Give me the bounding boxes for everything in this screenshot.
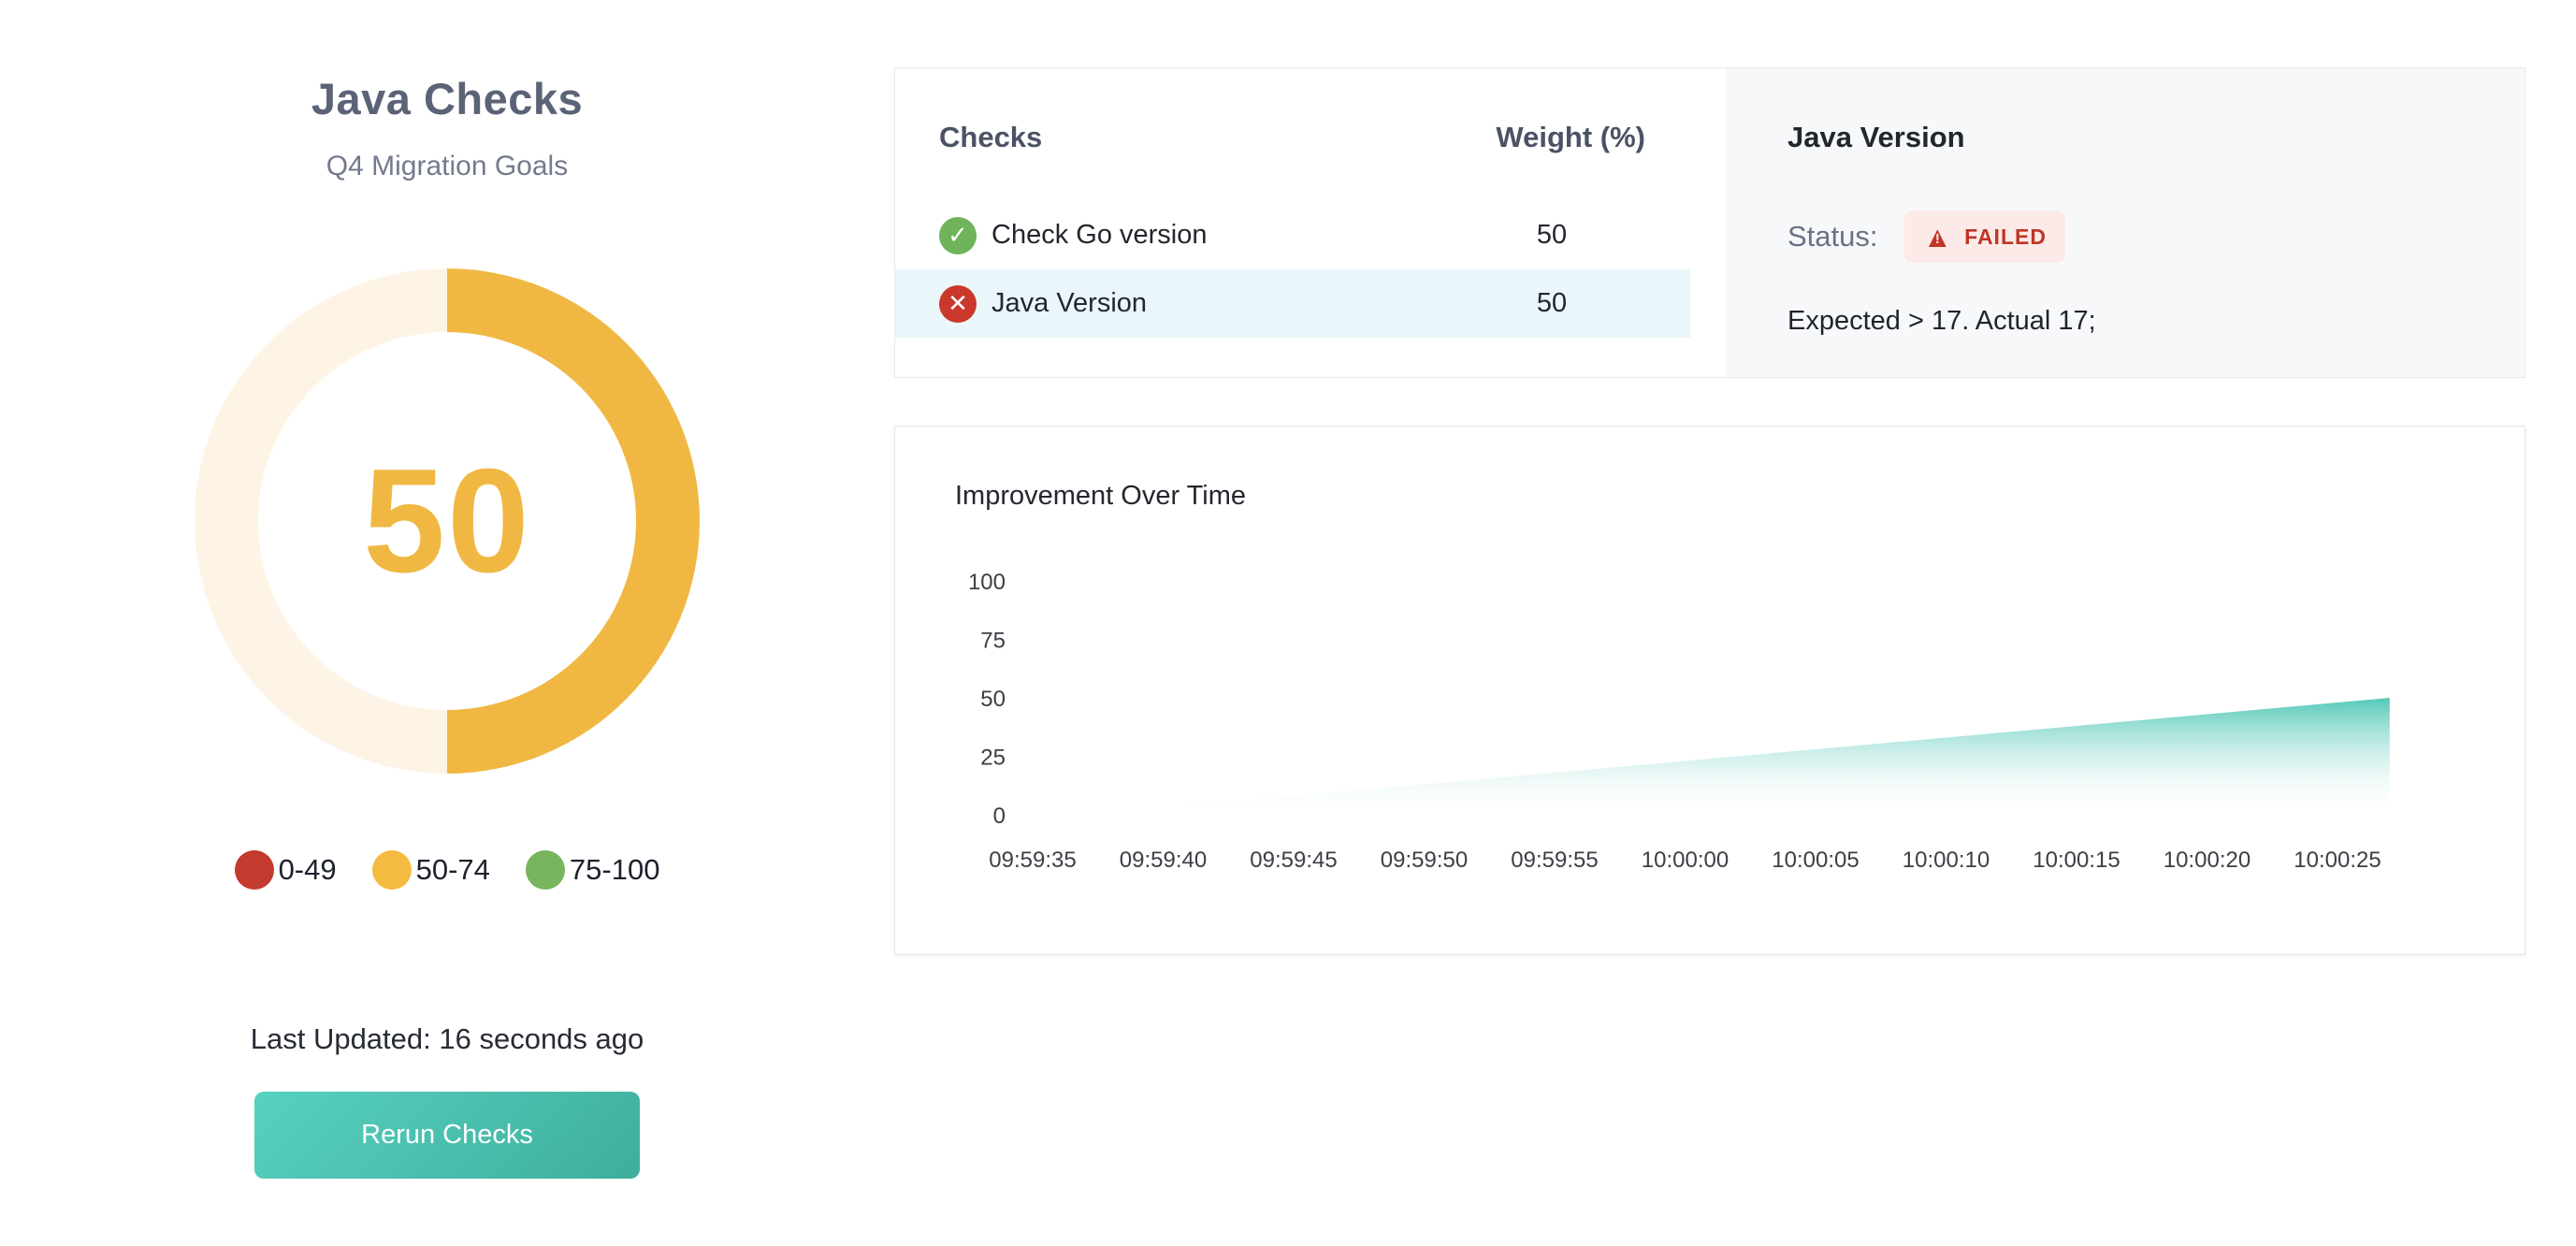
legend-label: 50-74 — [415, 853, 490, 886]
rerun-checks-button[interactable]: Rerun Checks — [254, 1092, 640, 1179]
green-dot-icon — [525, 850, 565, 890]
chart-title: Improvement Over Time — [955, 481, 1247, 511]
summary-column: Java Checks Q4 Migration Goals 50 0-49 5… — [0, 0, 894, 1246]
x-axis-tick-label: 10:00:15 — [2033, 848, 2120, 873]
x-axis-tick-label: 10:00:10 — [1903, 848, 1990, 873]
last-updated-text: Last Updated: 16 seconds ago — [250, 1022, 644, 1055]
detail-message: Expected > 17. Actual 17; — [1787, 306, 2096, 336]
x-axis-tick-label: 09:59:55 — [1511, 848, 1598, 873]
table-row-check-go-version[interactable]: ✓ Check Go version 50 — [895, 201, 1690, 269]
x-axis-tick-label: 09:59:45 — [1250, 848, 1337, 873]
check-name: Java Version — [991, 288, 1148, 318]
x-axis-tick-label: 09:59:35 — [989, 848, 1076, 873]
check-weight: 50 — [1536, 288, 1568, 318]
score-gauge-inner: 50 — [258, 332, 636, 710]
y-axis-tick-label: 0 — [993, 804, 1006, 829]
page-subtitle: Q4 Migration Goals — [326, 151, 569, 181]
check-weight: 50 — [1536, 220, 1568, 250]
x-circle-icon: ✕ — [939, 284, 977, 323]
column-header-weight: Weight (%) — [1496, 121, 1645, 153]
legend-label: 0-49 — [278, 853, 337, 886]
x-axis-tick-label: 09:59:40 — [1120, 848, 1207, 873]
status-label: Status: — [1787, 220, 1878, 253]
y-axis-tick-label: 100 — [968, 570, 1006, 595]
status-line: Status: ▲ ! FAILED — [1787, 210, 2487, 263]
improvement-area-chart: 0 25 50 75 100 09:59:35 09:59:40 09:59:45 09:59:… — [968, 570, 2390, 873]
page-title: Java Checks — [311, 74, 584, 123]
column-header-checks: Checks — [939, 121, 1043, 153]
improvement-area-series — [1084, 698, 2390, 815]
checks-table-header: Checks Weight (%) — [895, 121, 1726, 154]
x-axis-tick-label: 10:00:00 — [1642, 848, 1729, 873]
red-dot-icon — [234, 850, 274, 890]
warning-triangle-icon: ▲ ! — [1922, 220, 1953, 254]
y-axis-tick-label: 75 — [980, 629, 1006, 654]
legend-item-mid: 50-74 — [371, 850, 490, 890]
score-value: 50 — [363, 438, 531, 603]
x-axis-tick-label: 10:00:20 — [2164, 848, 2250, 873]
improvement-chart-panel: Improvement Over Time 0 25 50 75 100 09:59:35… — [894, 426, 2525, 955]
check-name: Check Go version — [991, 220, 1208, 250]
score-gauge: 50 — [195, 268, 700, 774]
check-detail-panel: Java Version Status: ▲ ! FAILED Expected… — [1726, 68, 2525, 377]
checks-table-rows: ✓ Check Go version 50 ✕ Java Version 50 — [895, 201, 1726, 338]
table-row-java-version[interactable]: ✕ Java Version 50 — [895, 269, 1690, 338]
checks-detail-panel: Checks Weight (%) ✓ Check Go version 50 … — [894, 67, 2525, 378]
detail-title: Java Version — [1787, 121, 1965, 153]
x-axis-tick-label: 09:59:50 — [1381, 848, 1468, 873]
score-legend: 0-49 50-74 75-100 — [234, 850, 660, 890]
x-axis-tick-label: 10:00:05 — [1772, 848, 1859, 873]
status-badge: ▲ ! FAILED — [1903, 210, 2065, 263]
yellow-dot-icon — [371, 850, 412, 890]
legend-label: 75-100 — [569, 853, 660, 886]
legend-item-low: 0-49 — [234, 850, 337, 890]
y-axis-tick-label: 25 — [980, 746, 1006, 771]
check-circle-icon: ✓ — [939, 216, 977, 254]
legend-item-high: 75-100 — [525, 850, 660, 890]
status-badge-text: FAILED — [1964, 224, 2047, 249]
y-axis-tick-label: 50 — [980, 687, 1006, 712]
x-axis-tick-label: 10:00:25 — [2294, 848, 2381, 873]
exclamation-mark: ! — [1934, 231, 1940, 247]
checks-table: Checks Weight (%) ✓ Check Go version 50 … — [895, 68, 1726, 377]
